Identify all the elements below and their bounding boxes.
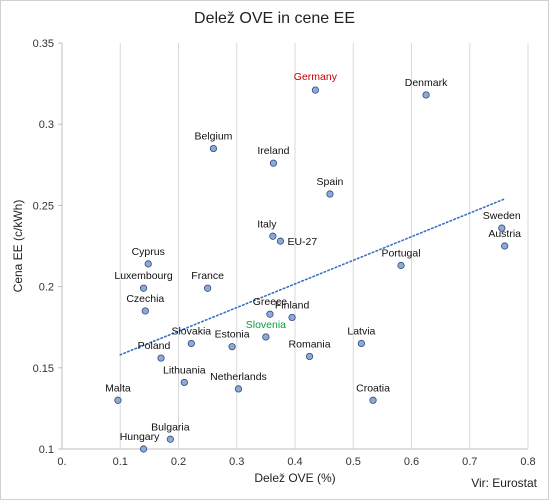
point-label: Slovakia: [171, 325, 211, 337]
point-label: Ireland: [257, 145, 289, 157]
data-point: [139, 445, 148, 453]
data-point: [114, 396, 122, 404]
point-label: Portugal: [381, 247, 420, 259]
data-point: [276, 237, 285, 245]
grid-layer: [119, 43, 529, 449]
y-tick-label: 0.1: [39, 444, 54, 456]
point-label: Finland: [275, 299, 310, 311]
data-point: [228, 343, 236, 351]
label-layer: Germany Denmark Belgium Ireland Spain Sweden A…: [105, 71, 521, 443]
point-label: France: [191, 270, 224, 282]
point-label: Malta: [105, 382, 131, 394]
data-point: [269, 159, 278, 167]
data-point: [180, 378, 188, 387]
data-point: [266, 310, 274, 318]
data-point: [209, 144, 218, 153]
point-label: Greece: [253, 296, 288, 308]
data-point: [144, 260, 152, 268]
data-point: [422, 91, 430, 99]
point-label: Netherlands: [210, 371, 267, 383]
source-note: Vir: Eurostat: [471, 476, 537, 490]
point-label: EU-27: [287, 236, 317, 248]
point-label: Denmark: [405, 77, 448, 89]
data-point: [288, 313, 296, 322]
y-tick-label: 0.2: [39, 282, 54, 294]
point-label: Belgium: [194, 131, 232, 143]
x-tick-label: 0.3: [229, 456, 244, 468]
y-tick-label: 0.25: [33, 200, 54, 212]
x-tick-label: 0.: [57, 456, 66, 468]
point-label: Poland: [138, 340, 171, 352]
data-point: [305, 352, 314, 361]
x-tick-label: 0.1: [113, 456, 128, 468]
point-label: Bulgaria: [151, 421, 190, 433]
data-point: [269, 232, 277, 240]
data-point: [139, 284, 148, 292]
point-label: Germany: [294, 71, 338, 83]
point-label: Spain: [317, 176, 344, 188]
data-point: [157, 354, 165, 362]
point-label: Romania: [289, 338, 331, 350]
data-point: [326, 190, 334, 198]
x-tick-label: 0.4: [287, 456, 302, 468]
y-axis-title: Cena EE (c/kWh): [11, 200, 25, 293]
point-label: Estonia: [215, 329, 250, 341]
data-point: [166, 435, 174, 443]
point-label: Luxembourg: [114, 270, 173, 282]
x-axis-title: Delež OVE (%): [254, 471, 335, 485]
data-point: [498, 224, 506, 232]
point-label: Hungary: [120, 431, 160, 443]
data-point: [187, 339, 195, 348]
data-point: [397, 261, 405, 270]
x-tick-label: 0.7: [462, 456, 477, 468]
point-layer: [114, 86, 509, 453]
data-point: [357, 339, 366, 348]
point-label: Croatia: [356, 382, 390, 394]
point-label: Slovenia: [246, 319, 286, 331]
point-label: Cyprus: [132, 246, 165, 258]
data-point: [369, 396, 377, 404]
data-point: [501, 242, 509, 250]
data-point: [311, 86, 319, 94]
data-point: [204, 284, 212, 292]
data-point: [141, 307, 149, 315]
trendline: [119, 198, 506, 356]
point-label: Austria: [488, 228, 521, 240]
data-point: [262, 333, 270, 341]
data-point: [234, 385, 243, 393]
y-tick-label: 0.15: [33, 363, 54, 375]
axis-layer: 0. 0.1 0.2 0.3 0.4 0.5 0.6 0.7 0.80.10.150.20.25…: [33, 38, 536, 468]
x-tick-label: 0.2: [171, 456, 186, 468]
y-tick-label: 0.35: [33, 38, 54, 50]
point-label: Czechia: [126, 293, 164, 305]
x-tick-label: 0.5: [346, 456, 361, 468]
point-label: Latvia: [347, 325, 375, 337]
trendline-layer: [119, 198, 506, 356]
point-label: Lithuania: [163, 364, 206, 376]
y-tick-label: 0.3: [39, 119, 54, 131]
chart-title: Delež OVE in cene EE: [194, 10, 355, 27]
point-label: Italy: [257, 218, 277, 230]
point-label: Sweden: [483, 210, 521, 222]
x-tick-label: 0.6: [404, 456, 419, 468]
x-tick-label: 0.8: [520, 456, 535, 468]
